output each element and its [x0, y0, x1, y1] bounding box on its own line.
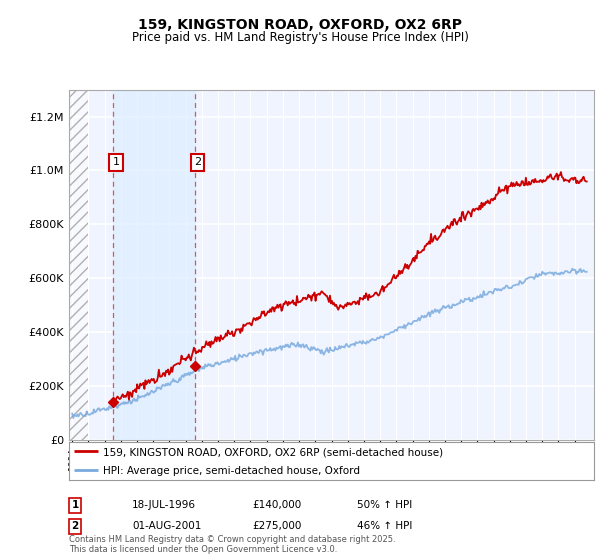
Text: 46% ↑ HPI: 46% ↑ HPI [357, 521, 412, 531]
Text: 50% ↑ HPI: 50% ↑ HPI [357, 500, 412, 510]
Text: £140,000: £140,000 [252, 500, 301, 510]
Bar [69, 90, 88, 440]
Bar [113, 90, 195, 440]
Text: 18-JUL-1996: 18-JUL-1996 [132, 500, 196, 510]
Bar [69, 90, 88, 440]
Text: Contains HM Land Registry data © Crown copyright and database right 2025.
This d: Contains HM Land Registry data © Crown c… [69, 535, 395, 554]
Text: 1: 1 [112, 157, 119, 167]
Text: HPI: Average price, semi-detached house, Oxford: HPI: Average price, semi-detached house,… [103, 466, 360, 476]
Text: 01-AUG-2001: 01-AUG-2001 [132, 521, 202, 531]
Text: £275,000: £275,000 [252, 521, 301, 531]
Text: 2: 2 [71, 521, 79, 531]
Text: 159, KINGSTON ROAD, OXFORD, OX2 6RP: 159, KINGSTON ROAD, OXFORD, OX2 6RP [138, 18, 462, 32]
Text: 2: 2 [194, 157, 201, 167]
Text: 159, KINGSTON ROAD, OXFORD, OX2 6RP (semi-detached house): 159, KINGSTON ROAD, OXFORD, OX2 6RP (sem… [103, 447, 443, 457]
Text: Price paid vs. HM Land Registry's House Price Index (HPI): Price paid vs. HM Land Registry's House … [131, 31, 469, 44]
Text: 1: 1 [71, 500, 79, 510]
